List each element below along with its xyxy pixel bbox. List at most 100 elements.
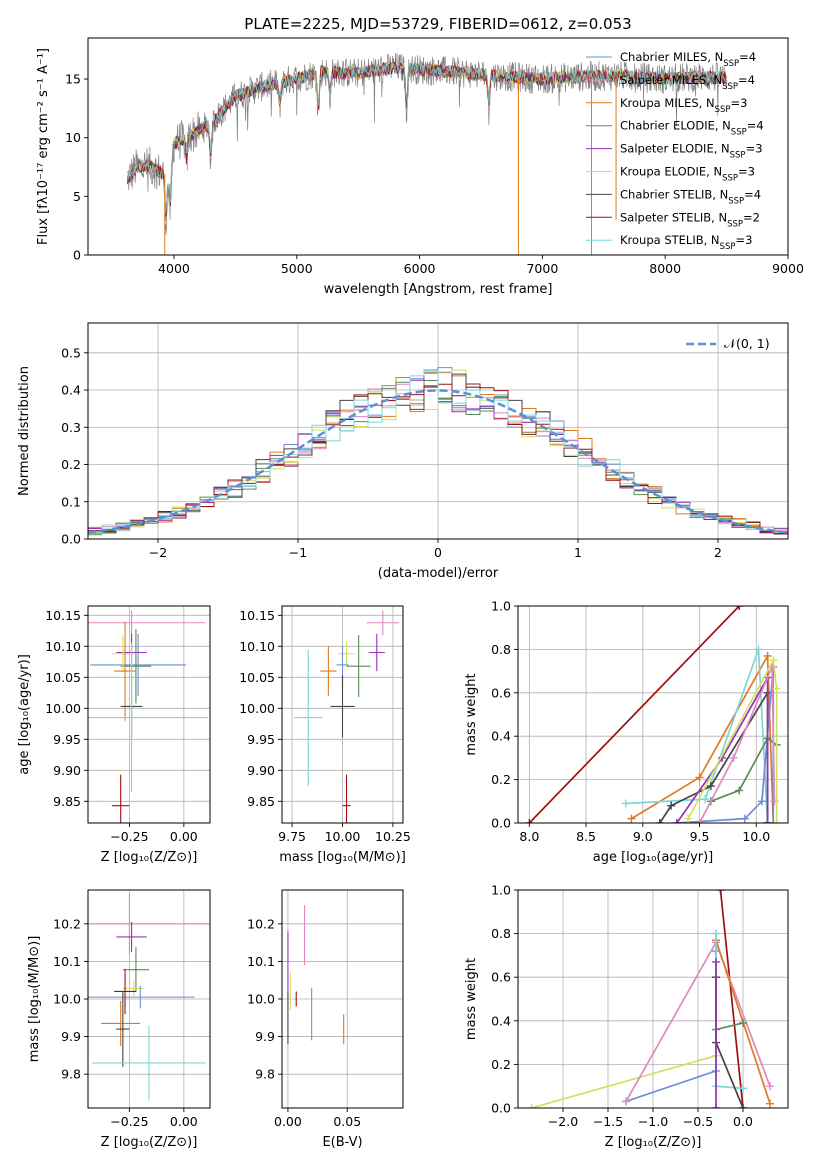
yaxis-label: Normed distribution — [17, 366, 32, 496]
weight-marker — [739, 1018, 747, 1027]
ytick-label: 10 — [65, 130, 81, 145]
xtick-label: 0.0 — [733, 1114, 753, 1129]
errorbar-point — [88, 610, 206, 636]
legend-entry: Kroupa MILES, NSSP=3 — [620, 96, 747, 115]
ytick-label: 0.8 — [491, 642, 511, 657]
weight-marker — [622, 1097, 630, 1106]
errorbar-point — [116, 921, 147, 953]
xaxis-label: Z [log₁₀(Z/Z⊙)] — [605, 1135, 702, 1150]
ytick-label: 0.2 — [491, 1057, 511, 1072]
weight-marker — [712, 957, 720, 966]
ytick-label: 10.05 — [239, 670, 275, 685]
ytick-label: 10.00 — [45, 701, 81, 716]
ytick-label: 10.15 — [45, 608, 81, 623]
ytick-label: 10.0 — [53, 992, 81, 1007]
weight-marker — [772, 684, 781, 693]
normal-curve — [88, 389, 788, 534]
weight-marker — [763, 651, 772, 660]
weight-marker — [772, 819, 781, 823]
xtick-label: 8000 — [649, 261, 681, 276]
weight-marker — [735, 786, 744, 795]
weight-marker — [701, 795, 710, 804]
errorbar-point — [114, 968, 136, 1015]
ytick-label: 10.10 — [45, 639, 81, 654]
weight-marker — [655, 819, 664, 823]
xaxis-label: age [log₁₀(age/yr)] — [593, 850, 714, 865]
xtick-label: 9.0 — [633, 829, 653, 844]
model-spectrum — [126, 61, 727, 214]
ytick-label: 9.95 — [53, 732, 81, 747]
ytick-label: 0.4 — [491, 1013, 511, 1028]
weight-series — [528, 606, 740, 823]
axes-weight_vs_Z: −2.0 −1.5 −1.0 −0.5 0.0 0.0 0.2 0.4 0.6 0.8 1.0 Z [… — [464, 883, 789, 1150]
ytick-label: 9.90 — [53, 763, 81, 778]
ytick-label: 10.1 — [53, 954, 81, 969]
errorbar-point — [114, 621, 136, 721]
errorbar-point — [330, 675, 355, 738]
xtick-label: 9000 — [772, 261, 804, 276]
xtick-label: 9.75 — [278, 829, 306, 844]
weight-marker — [667, 801, 676, 810]
grid-weight_vs_Z — [518, 889, 788, 1109]
weight-marker — [754, 645, 763, 654]
axes-frame — [87, 37, 789, 256]
yaxis-label: mass [log₁₀(M/M⊙)] — [27, 936, 42, 1063]
ytick-label: 0.8 — [491, 926, 511, 941]
axes-mass_vs_Z: −0.25 0.00 9.8 9.9 10.0 10.1 10.2 Z [log₁₀(Z/Z⊙… — [27, 889, 211, 1150]
errorbar-point — [120, 628, 152, 704]
weight-marker — [672, 819, 681, 823]
errorbar-point — [90, 633, 187, 696]
plot-area-spectrum — [126, 53, 727, 255]
legend-entry: Salpeter ELODIE, NSSP=3 — [620, 142, 763, 161]
plot-area-residuals — [88, 367, 788, 539]
xtick-label: −1 — [289, 545, 307, 560]
xtick-label: 1 — [574, 545, 582, 560]
weight-marker — [525, 819, 534, 823]
xaxis-label: (data-model)/error — [378, 566, 499, 581]
weight-marker — [740, 814, 749, 823]
xtick-label: −0.5 — [683, 1114, 713, 1129]
xaxis-label: Z [log₁₀(Z/Z⊙)] — [101, 1135, 198, 1150]
errorbar-point — [368, 633, 385, 672]
ytick-label: 10.2 — [247, 916, 275, 931]
errorbar-point — [122, 980, 145, 996]
xaxis-label: E(B-V) — [322, 1135, 362, 1150]
ytick-label: 0.1 — [61, 494, 81, 509]
errorbar-point — [122, 947, 149, 993]
weight-series — [631, 652, 775, 823]
grid-age_vs_Z — [88, 606, 210, 823]
ytick-label: 10.05 — [45, 670, 81, 685]
weight-marker — [766, 1099, 774, 1108]
ytick-label: 0.4 — [61, 383, 81, 398]
xtick-label: −1.0 — [638, 1114, 668, 1129]
weight-series — [625, 649, 769, 823]
axes-age_vs_Z: −0.25 0.00 9.85 9.90 9.95 10.00 10.05 10.10 10.1… — [17, 605, 211, 865]
xtick-label: 8.0 — [519, 829, 539, 844]
xtick-label: 7000 — [526, 261, 558, 276]
xtick-label: 0.00 — [170, 1114, 198, 1129]
errorbar-point — [88, 985, 195, 1009]
weight-marker — [739, 1104, 747, 1108]
ytick-label: 9.8 — [255, 1067, 275, 1082]
weight-series — [531, 940, 717, 1108]
ytick-label: 0.5 — [61, 345, 81, 360]
errorbar-point — [116, 991, 130, 1067]
axes-frame — [517, 605, 789, 824]
weight-marker — [769, 819, 778, 823]
errorbar-point — [111, 635, 134, 673]
figure-title: PLATE=2225, MJD=53729, FIBERID=0612, z=0… — [244, 15, 631, 33]
yaxis-label: mass weight — [464, 673, 479, 755]
ytick-label: 9.85 — [247, 794, 275, 809]
legend-entry: Kroupa STELIB, NSSP=3 — [620, 233, 752, 252]
plot-area-weight_vs_Z — [527, 890, 774, 1108]
errorbar-point — [101, 1000, 141, 1046]
errorbar-point — [338, 641, 355, 667]
legend-entry: Chabrier STELIB, NSSP=4 — [620, 187, 761, 206]
ytick-label: 0.6 — [491, 685, 511, 700]
ytick-label: 10.2 — [53, 916, 81, 931]
weight-marker — [527, 1104, 536, 1108]
ytick-label: 0.2 — [61, 457, 81, 472]
ytick-label: 0.0 — [61, 532, 81, 547]
yaxis-label: Flux [fλ10⁻¹⁷ erg cm⁻² s⁻¹ A⁻¹] — [36, 48, 51, 245]
